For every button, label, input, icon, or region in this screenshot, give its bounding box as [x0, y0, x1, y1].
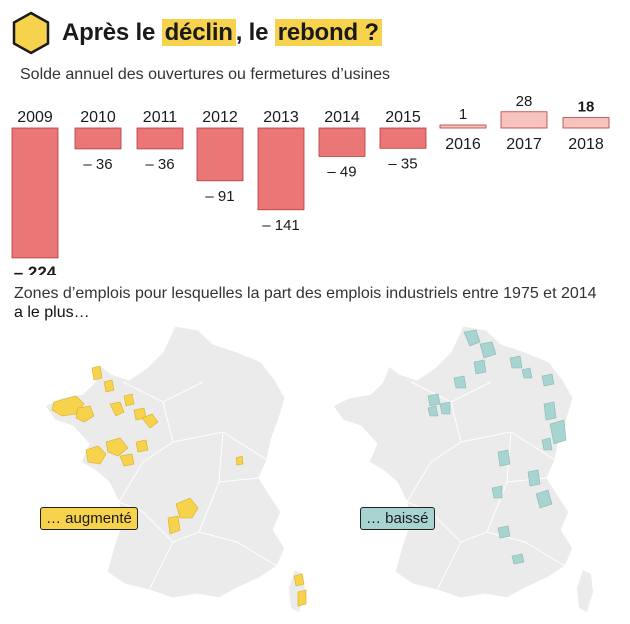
year-label-2013: 2013 — [263, 109, 299, 126]
value-label-2009: – 224 — [14, 263, 57, 275]
value-label-2018: 18 — [578, 99, 595, 116]
zone-ardennes-2 — [521, 367, 533, 379]
value-label-2015: – 35 — [388, 155, 417, 172]
bar-2017 — [500, 111, 548, 129]
map-augmented — [28, 322, 318, 622]
value-label-2013: – 141 — [262, 217, 300, 234]
zone-bretagne-1 — [51, 395, 85, 417]
zone-limousin — [175, 497, 199, 519]
zone-bourgogne — [497, 449, 511, 467]
zone-mayenne-2 — [123, 393, 135, 407]
year-label-2018: 2018 — [568, 136, 604, 153]
zone-cotentin — [91, 365, 103, 381]
zone-normandie — [103, 379, 115, 393]
value-label-2017: 28 — [516, 95, 533, 110]
chart-subtitle: Solde annuel des ouvertures ou fermeture… — [20, 66, 390, 83]
zone-loire-1 — [85, 445, 107, 465]
bar-2013 — [257, 127, 305, 211]
zone-nord-2 — [479, 341, 497, 359]
corsica-outline — [577, 570, 593, 612]
zone-vendee — [119, 453, 135, 467]
title-highlight-1: déclin — [161, 19, 236, 46]
year-label-2010: 2010 — [80, 109, 116, 126]
bar-2018 — [562, 117, 610, 129]
zone-centre — [439, 401, 451, 415]
zone-mayenne-1 — [109, 401, 125, 417]
zone-centre — [135, 439, 149, 453]
bar-chart: 2009 – 224 2010 – 36 2011 – 36 2012 – 91 2013 – 1… — [11, 95, 610, 275]
year-label-2015: 2015 — [385, 109, 421, 126]
maps-title-line-2: a le plus… — [14, 304, 90, 321]
zone-alpes — [535, 489, 553, 509]
page-title: Après le déclin, le rebond ? — [62, 19, 382, 47]
value-label-2011: – 36 — [145, 156, 174, 173]
legend-augmented: … augmenté — [40, 507, 138, 530]
zone-bretagne-2 — [75, 405, 95, 423]
zone-corse-1 — [293, 573, 305, 587]
zone-vosges-2 — [549, 419, 567, 445]
header: Après le déclin, le rebond ? — [12, 9, 382, 57]
year-label-2014: 2014 — [324, 109, 360, 126]
zone-normandie — [427, 393, 441, 407]
zone-auvergne — [491, 485, 503, 499]
zone-normandie-2 — [453, 375, 467, 389]
zone-loire-2 — [105, 437, 129, 457]
zone-lorraine — [541, 373, 555, 387]
zone-languedoc — [497, 525, 511, 539]
zone-doubs — [541, 437, 553, 451]
zone-picardie — [473, 359, 487, 375]
title-highlight-2: rebond ? — [274, 19, 382, 46]
title-part-2: , le — [235, 19, 275, 46]
zone-centre-2 — [141, 413, 159, 429]
year-label-2016: 2016 — [445, 136, 481, 153]
year-label-2011: 2011 — [143, 109, 178, 126]
value-label-2012: – 91 — [205, 188, 234, 205]
zone-rhone — [527, 469, 541, 487]
legend-decreased: … baissé — [360, 507, 435, 530]
title-part-1: Après le — [62, 19, 162, 46]
bar-2009 — [11, 127, 59, 259]
bar-2014 — [318, 127, 366, 157]
maps-title: Zones d’emplois pour lesquelles la part … — [14, 284, 614, 322]
value-label-2016: 1 — [459, 106, 467, 123]
zone-bretagne — [427, 405, 439, 417]
year-label-2009: 2009 — [17, 109, 53, 126]
zone-bourgogne — [235, 455, 244, 466]
map-decreased — [316, 322, 606, 622]
hexagon-icon — [12, 11, 50, 55]
zone-provence — [511, 553, 525, 565]
value-label-2010: – 36 — [83, 156, 112, 173]
value-label-2014: – 49 — [327, 163, 356, 180]
year-label-2012: 2012 — [202, 109, 238, 126]
zone-vosges-1 — [543, 401, 557, 421]
bar-2010 — [74, 127, 122, 150]
zone-nord-1 — [463, 329, 481, 347]
maps-title-line-1: Zones d’emplois pour lesquelles la part … — [14, 285, 597, 302]
zone-ardennes — [509, 355, 523, 369]
bar-2011 — [136, 127, 184, 150]
zone-limousin-2 — [167, 515, 181, 535]
bar-2012 — [196, 127, 244, 182]
year-label-2017: 2017 — [506, 136, 542, 153]
bar-2015 — [379, 127, 427, 149]
bar-2016 — [439, 124, 487, 129]
zone-corse-2 — [297, 589, 307, 607]
